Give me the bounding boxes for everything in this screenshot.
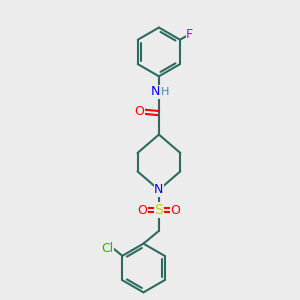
Text: S: S: [154, 203, 163, 217]
Text: N: N: [150, 85, 160, 98]
Text: O: O: [138, 203, 148, 217]
Text: F: F: [186, 28, 194, 40]
Text: N: N: [154, 183, 164, 196]
Text: Cl: Cl: [101, 242, 114, 255]
Text: O: O: [134, 105, 144, 118]
Text: O: O: [170, 203, 180, 217]
Text: H: H: [161, 87, 169, 97]
